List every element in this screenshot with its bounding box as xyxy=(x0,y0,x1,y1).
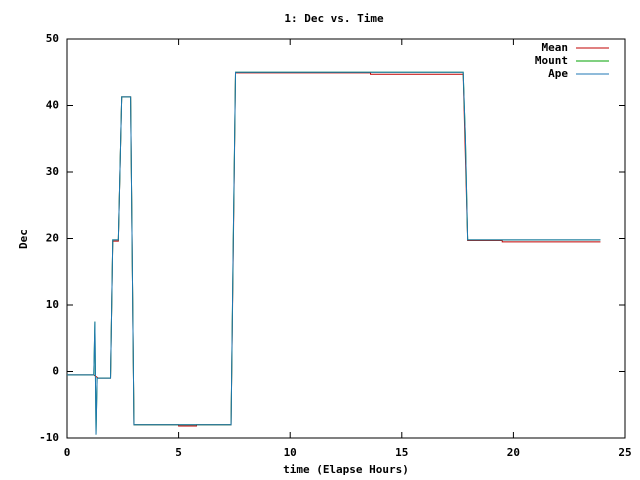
legend-label: Mean xyxy=(542,41,569,54)
x-tick-label: 10 xyxy=(284,446,297,459)
y-tick-label: -10 xyxy=(39,431,59,444)
x-tick-label: 15 xyxy=(395,446,408,459)
y-tick-label: 30 xyxy=(46,165,59,178)
y-tick-label: 50 xyxy=(46,32,59,45)
y-tick-label: 40 xyxy=(46,99,59,112)
y-tick-label: 10 xyxy=(46,298,59,311)
x-axis-label: time (Elapse Hours) xyxy=(283,463,409,476)
legend-label: Ape xyxy=(548,67,568,80)
x-tick-label: 5 xyxy=(175,446,182,459)
y-tick-label: 0 xyxy=(52,365,59,378)
data-line xyxy=(67,71,601,435)
x-tick-label: 20 xyxy=(507,446,520,459)
y-axis-label: Dec xyxy=(17,229,30,249)
chart-title: 1: Dec vs. Time xyxy=(284,12,384,25)
x-tick-label: 25 xyxy=(618,446,631,459)
y-tick-label: 20 xyxy=(46,232,59,245)
x-tick-label: 0 xyxy=(64,446,71,459)
legend-label: Mount xyxy=(535,54,568,67)
